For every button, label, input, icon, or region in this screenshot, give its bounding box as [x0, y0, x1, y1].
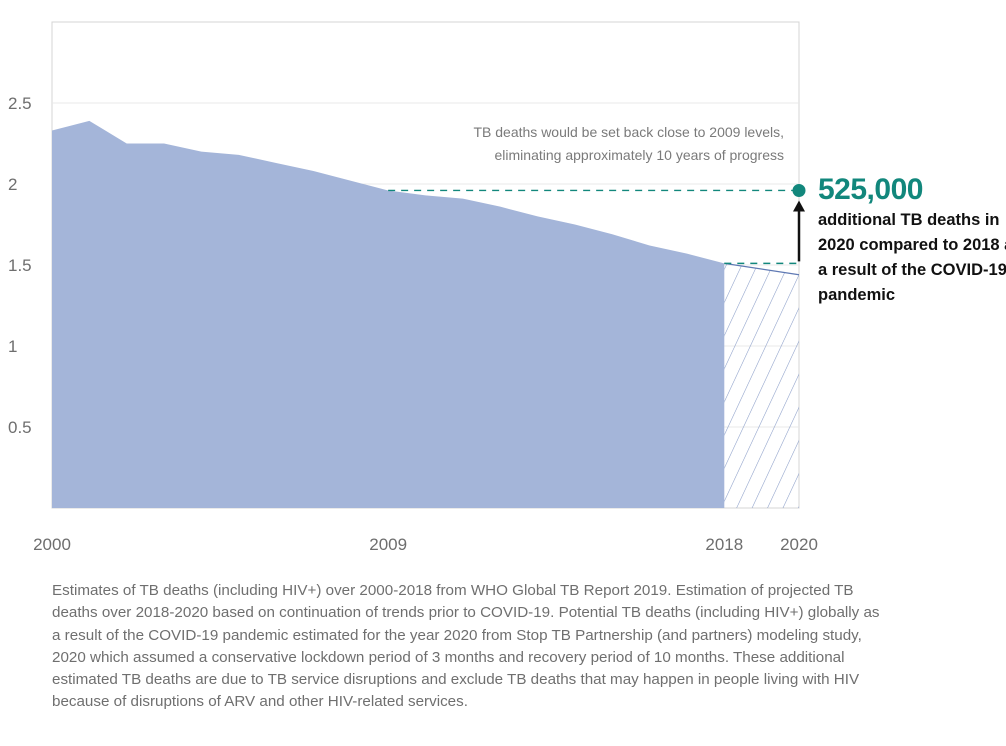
callout-line: pandemic [818, 286, 895, 304]
x-tick-label: 2009 [369, 535, 407, 554]
y-tick-label: 0.5 [8, 418, 32, 437]
y-axis-ticks: 0.5 1 1.5 2 2.5 [8, 94, 32, 437]
area-projection-hatched [724, 263, 799, 508]
annotation-line: eliminating approximately 10 years of pr… [495, 147, 784, 163]
callout-additional-deaths: 525,000 additional TB deaths in 2020 compa… [818, 173, 1006, 304]
callout-line: a result of the COVID-19 [818, 261, 1006, 279]
y-tick-label: 2 [8, 175, 17, 194]
increase-arrow-head [793, 200, 805, 212]
callout-line: additional TB deaths in [818, 211, 1000, 229]
x-axis-ticks: 2000 2009 2018 2020 [33, 535, 818, 554]
covid-2020-point [792, 183, 806, 197]
callout-value: 525,000 [818, 173, 923, 206]
area-tb-deaths [52, 120, 725, 508]
projection-line [724, 262, 800, 276]
y-tick-label: 1 [8, 337, 17, 356]
x-tick-label: 2020 [780, 535, 818, 554]
annotation-2009-levels: TB deaths would be set back close to 200… [473, 124, 784, 163]
y-tick-label: 2.5 [8, 94, 32, 113]
annotation-line: TB deaths would be set back close to 200… [473, 124, 784, 140]
chart-caption: Estimates of TB deaths (including HIV+) … [52, 582, 880, 711]
callout-line: 2020 compared to 2018 as [818, 236, 1006, 254]
x-tick-label: 2000 [33, 535, 71, 554]
y-tick-label: 1.5 [8, 256, 32, 275]
x-tick-label: 2018 [705, 535, 743, 554]
chart: 0.5 1 1.5 2 2.5 2000 2009 2018 2020 TB deaths w… [8, 21, 1006, 554]
